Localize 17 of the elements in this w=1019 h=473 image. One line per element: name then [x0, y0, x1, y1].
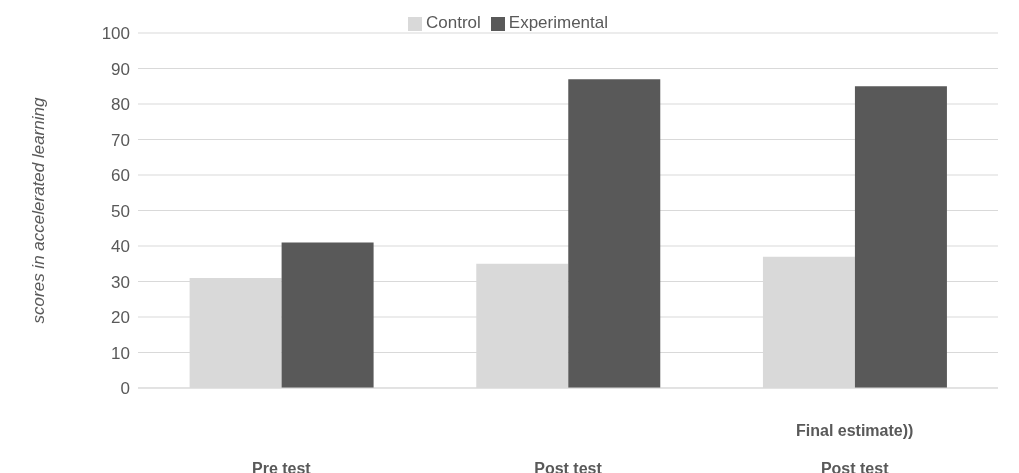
y-tick-label: 80 — [111, 95, 130, 115]
y-axis-title: scores in accelerated learning — [29, 97, 49, 324]
y-tick-label: 40 — [111, 237, 130, 257]
y-tick-label: 0 — [120, 379, 130, 399]
legend-label: Experimental — [508, 13, 609, 32]
y-tick-label: 30 — [111, 272, 130, 292]
y-tick-label: 10 — [111, 343, 130, 363]
bar — [854, 86, 947, 388]
bar — [281, 242, 374, 388]
y-tick-label: 70 — [111, 130, 130, 150]
y-tick-label: 60 — [111, 166, 130, 186]
bar — [568, 79, 661, 388]
legend-label: Control — [425, 13, 481, 32]
y-tick-label: 50 — [111, 201, 130, 221]
y-tick-label: 90 — [111, 59, 130, 79]
y-tick-label: 20 — [111, 308, 130, 328]
y-tick-label: 100 — [101, 24, 130, 44]
